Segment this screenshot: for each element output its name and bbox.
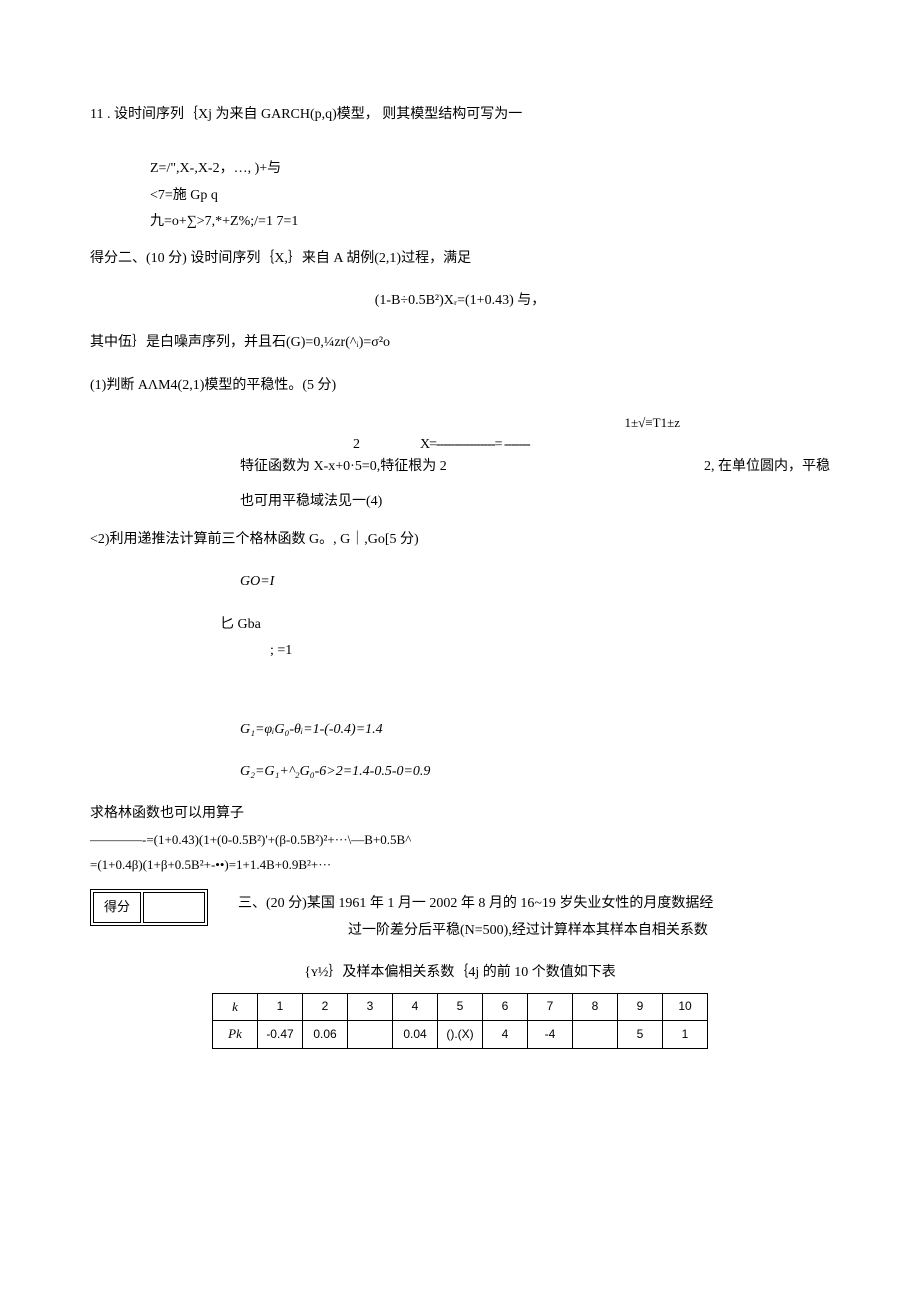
table-cell: [573, 1021, 618, 1049]
table-row-label: Pk: [213, 1021, 258, 1049]
table-header-cell: 2: [303, 993, 348, 1021]
q2-block: 得分二、(10 分) 设时间序列｛X,｝来自 A 胡例(2,1)过程，满足 (1…: [90, 248, 830, 876]
q2-gba2: ; =1: [270, 640, 830, 662]
table-cell: ().(X): [438, 1021, 483, 1049]
q2-altmethod: 也可用平稳域法见一(4): [240, 491, 830, 513]
table-header-cell: 7: [528, 993, 573, 1021]
q2-op2: =(1+0.4β)(1+β+0.5B²+-••)=1+1.4B+0.9B²+··…: [90, 855, 830, 876]
table-cell: -4: [528, 1021, 573, 1049]
q2-g1: G₁=φᵢG₀-θᵢ=1-(-0.4)=1.4: [240, 719, 830, 741]
table-cell: [348, 1021, 393, 1049]
table-header-cell: 3: [348, 993, 393, 1021]
q3-text3: {ʏ½｝及样本偏相关系数｛4j 的前 10 个数值如下表: [90, 962, 830, 984]
q2-line2: 其中伍｝是白噪声序列，并且石(G)=0,¼zr(^ᵢ)=σ²o: [90, 332, 830, 354]
table-cell: -0.47: [258, 1021, 303, 1049]
q11-eq3: 九=o+∑>7,*+Z%;/=1 7=1: [150, 211, 830, 233]
table-header-row: k 1 2 3 4 5 6 7 8 9 10: [213, 993, 708, 1021]
data-table: k 1 2 3 4 5 6 7 8 9 10 Pk -0.47 0.06 0.0…: [212, 993, 708, 1050]
q2-part1: (1)判断 AΛM4(2,1)模型的平稳性。(5 分): [90, 375, 830, 397]
table-header-cell: 4: [393, 993, 438, 1021]
score-box: 得分: [90, 889, 208, 926]
q11-eq2: <7=施 Gp q: [150, 185, 830, 207]
q2-altop: 求格林函数也可以用算子: [90, 803, 830, 825]
q11-eq1: Z=/",X-,X-2，…, )+与: [150, 158, 830, 180]
q3-text1: 三、(20 分)某国 1961 年 1 月一 2002 年 8 月的 16~19…: [238, 893, 830, 915]
table-cell: 0.04: [393, 1021, 438, 1049]
table-cell: 5: [618, 1021, 663, 1049]
score-label: 得分: [93, 892, 141, 923]
q2-charroot-top: 1±√≡T1±z: [240, 413, 830, 434]
q2-go: GO=I: [240, 571, 830, 593]
table-header-cell: 9: [618, 993, 663, 1021]
q3-block: 得分 三、(20 分)某国 1961 年 1 月一 2002 年 8 月的 16…: [90, 889, 830, 946]
q2-part2: <2)利用递推法计算前三个格林函数 G。, G｜,Go[5 分): [90, 529, 830, 551]
table-header-cell: 1: [258, 993, 303, 1021]
q2-gba1: 匕 Gba: [220, 614, 830, 636]
table-header-cell: k: [213, 993, 258, 1021]
table-cell: 0.06: [303, 1021, 348, 1049]
q2-charroot: 1±√≡T1±z 2 X=----------------= ------- 特…: [240, 413, 830, 513]
score-blank: [143, 892, 205, 923]
table-cell: 1: [663, 1021, 708, 1049]
q2-eq-center: (1-B÷0.5B²)Xᵣ=(1+0.43) 与，: [90, 290, 830, 312]
q2-title: 得分二、(10 分) 设时间序列｛X,｝来自 A 胡例(2,1)过程，满足: [90, 248, 830, 270]
table-header-cell: 5: [438, 993, 483, 1021]
q2-charroot-tail: 2, 在单位圆内，平稳: [447, 456, 830, 478]
q11-text: 11 . 设时间序列｛Xj 为来自 GARCH(p,q)模型， 则其模型结构可写…: [90, 104, 830, 126]
table-cell: 4: [483, 1021, 528, 1049]
q2-g2: G₂=G₁+^₂G₀-6>2=1.4-0.5-0=0.9: [240, 761, 830, 783]
table-data-row: Pk -0.47 0.06 0.04 ().(X) 4 -4 5 1: [213, 1021, 708, 1049]
q11-block: 11 . 设时间序列｛Xj 为来自 GARCH(p,q)模型， 则其模型结构可写…: [90, 104, 830, 234]
table-header-cell: 8: [573, 993, 618, 1021]
table-header-cell: 6: [483, 993, 528, 1021]
table-header-cell: 10: [663, 993, 708, 1021]
q2-charroot-below: 特征函数为 X-x+0·5=0,特征根为 2: [240, 456, 447, 478]
q2-charroot-left: 2: [240, 434, 420, 456]
q2-charroot-mid: X=----------------= -------: [420, 434, 830, 456]
q3-text2: 过一阶差分后平稳(N=500),经过计算样本其样本自相关系数: [238, 920, 830, 942]
q2-op1: ————-=(1+0.43)(1+(0-0.5B²)'+(β-0.5B²)²+·…: [90, 830, 830, 851]
